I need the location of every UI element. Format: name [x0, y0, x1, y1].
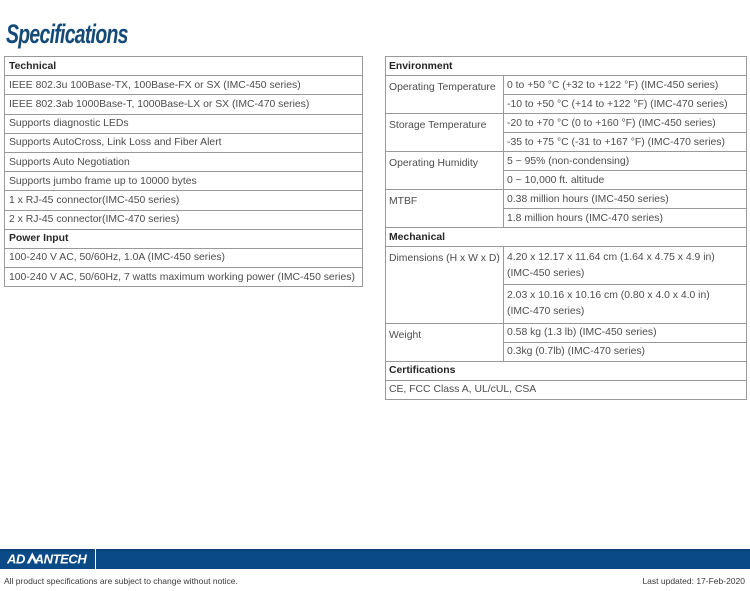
svg-text:AD: AD	[7, 552, 26, 567]
svg-text:ANTECH: ANTECH	[34, 552, 88, 567]
